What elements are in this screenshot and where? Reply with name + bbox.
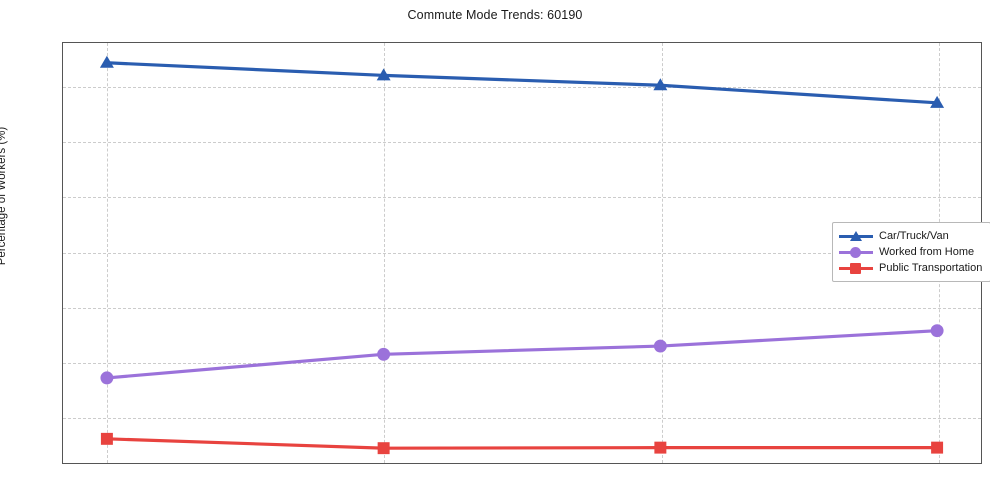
y-tick-mark: [62, 197, 63, 198]
gridline-horizontal: [63, 142, 981, 144]
gridline-horizontal: [63, 418, 981, 420]
gridline-vertical: [384, 43, 386, 463]
data-point-marker: [653, 78, 668, 91]
legend-label: Car/Truck/Van: [879, 230, 949, 242]
gridline-horizontal: [63, 307, 981, 309]
legend-item[interactable]: Worked from Home: [839, 244, 982, 260]
series-lines: [99, 55, 945, 455]
data-point-marker: [99, 55, 114, 68]
legend-marker-square-icon: [850, 263, 861, 274]
data-point-marker: [376, 68, 391, 81]
legend-item[interactable]: Car/Truck/Van: [839, 228, 982, 244]
y-tick-mark: [62, 308, 63, 309]
gridline-horizontal: [63, 362, 981, 364]
y-tick-mark: [62, 363, 63, 364]
y-tick-mark: [62, 418, 63, 419]
legend-label: Public Transportation: [879, 262, 983, 274]
series-line: [105, 437, 939, 450]
gridline-horizontal: [63, 87, 981, 89]
series-line: [105, 61, 939, 105]
chart-title: Commute Mode Trends: 60190: [407, 8, 583, 22]
legend-label: Worked from Home: [879, 246, 975, 258]
legend-swatch: [839, 229, 873, 243]
data-point-marker: [930, 324, 944, 338]
plot-area: 10%20%30%40%50%60%70% 2021202220232024: [62, 42, 982, 464]
data-point-marker: [930, 95, 945, 108]
chart-legend: Car/Truck/Van Worked from Home Public Tran…: [832, 222, 990, 282]
series-line: [105, 329, 939, 380]
y-tick-mark: [62, 253, 63, 254]
data-point-marker: [931, 441, 944, 454]
legend-swatch: [839, 261, 873, 275]
y-tick-mark: [62, 87, 63, 88]
data-point-marker: [654, 441, 667, 454]
data-point-marker: [653, 339, 667, 353]
gridline-vertical: [107, 43, 108, 463]
gridline-horizontal: [63, 252, 981, 254]
data-point-marker: [100, 432, 113, 445]
gridline-vertical: [661, 43, 663, 463]
data-point-marker: [100, 371, 114, 385]
data-point-marker: [377, 347, 391, 361]
y-axis-label: Percentage of Workers (%): [0, 126, 8, 266]
legend-marker-triangle-icon: [850, 231, 862, 241]
legend-marker-circle-icon: [850, 247, 861, 258]
legend-item[interactable]: Public Transportation: [839, 260, 982, 276]
data-point-marker: [377, 442, 390, 455]
gridline-horizontal: [63, 197, 981, 199]
y-tick-mark: [62, 142, 63, 143]
legend-swatch: [839, 245, 873, 259]
